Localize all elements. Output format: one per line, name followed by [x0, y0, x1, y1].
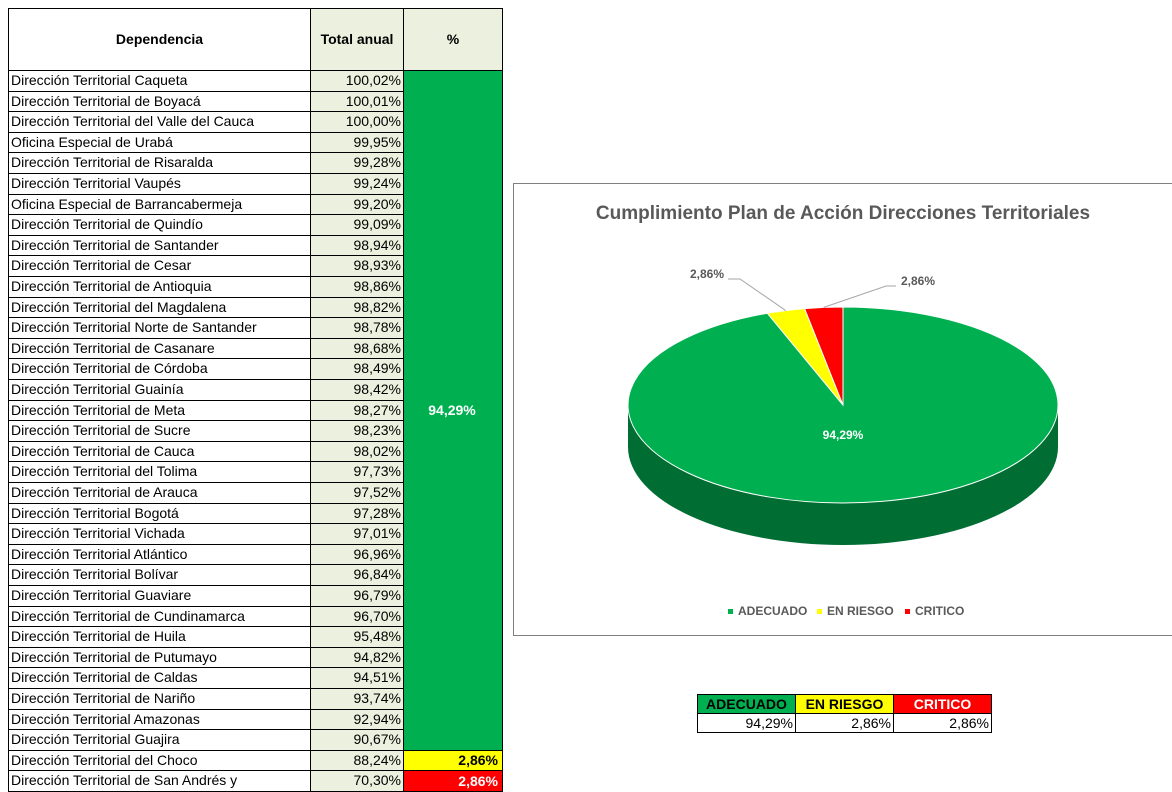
summary-value: 2,86% [795, 713, 894, 733]
value-cell: 88,24% [310, 750, 404, 772]
value-cell: 98,94% [310, 235, 404, 257]
value-cell: 97,52% [310, 482, 404, 504]
percent-cell: 2,86% [403, 770, 503, 792]
name-cell: Dirección Territorial Guaviare [8, 585, 311, 607]
summary-value: 94,29% [697, 713, 796, 733]
value-cell: 99,24% [310, 173, 404, 195]
name-cell: Dirección Territorial de Cundinamarca [8, 606, 311, 628]
value-cell: 93,74% [310, 688, 404, 710]
name-cell: Dirección Territorial del Tolima [8, 461, 311, 483]
name-cell: Dirección Territorial de Nariño [8, 688, 311, 710]
percent-cell: 94,29% [403, 70, 503, 751]
value-cell: 98,82% [310, 297, 404, 319]
value-cell: 92,94% [310, 709, 404, 731]
percent-cell: 2,86% [403, 750, 503, 772]
name-cell: Dirección Territorial del Valle del Cauc… [8, 111, 311, 133]
value-cell: 96,84% [310, 564, 404, 586]
name-cell: Dirección Territorial de Huila [8, 626, 311, 648]
value-cell: 100,02% [310, 70, 404, 92]
name-cell: Dirección Territorial Vaupés [8, 173, 311, 195]
legend-label: CRITICO [915, 604, 964, 618]
value-cell: 100,00% [310, 111, 404, 133]
name-cell: Dirección Territorial de Risaralda [8, 152, 311, 174]
name-cell: Dirección Territorial de San Andrés y [8, 770, 311, 792]
value-cell: 98,23% [310, 420, 404, 442]
value-cell: 96,96% [310, 544, 404, 566]
value-cell: 98,49% [310, 358, 404, 380]
value-cell: 96,70% [310, 606, 404, 628]
name-cell: Dirección Territorial Caqueta [8, 70, 311, 92]
summary-header: EN RIESGO [795, 694, 894, 714]
name-cell: Dirección Territorial de Sucre [8, 420, 311, 442]
value-cell: 99,20% [310, 194, 404, 216]
name-cell: Dirección Territorial Norte de Santander [8, 317, 311, 339]
value-cell: 90,67% [310, 729, 404, 751]
name-cell: Dirección Territorial de Putumayo [8, 647, 311, 669]
name-cell: Dirección Territorial de Casanare [8, 338, 311, 360]
value-cell: 98,68% [310, 338, 404, 360]
value-cell: 94,82% [310, 647, 404, 669]
legend-label: EN RIESGO [827, 604, 894, 618]
name-cell: Dirección Territorial Atlántico [8, 544, 311, 566]
name-cell: Dirección Territorial Bogotá [8, 503, 311, 525]
name-cell: Dirección Territorial de Cesar [8, 255, 311, 277]
value-cell: 98,02% [310, 441, 404, 463]
value-cell: 100,01% [310, 91, 404, 113]
name-cell: Dirección Territorial de Santander [8, 235, 311, 257]
pie-chart: Cumplimiento Plan de Acción Direcciones … [513, 183, 1172, 637]
value-cell: 97,73% [310, 461, 404, 483]
name-cell: Dirección Territorial de Córdoba [8, 358, 311, 380]
data-label: 2,86% [690, 267, 724, 281]
name-cell: Dirección Territorial de Boyacá [8, 91, 311, 113]
value-cell: 95,48% [310, 626, 404, 648]
name-cell: Dirección Territorial del Choco [8, 750, 311, 772]
name-cell: Dirección Territorial Amazonas [8, 709, 311, 731]
name-cell: Oficina Especial de Barrancabermeja [8, 194, 311, 216]
value-cell: 97,28% [310, 503, 404, 525]
header-cell: Dependencia [8, 8, 311, 71]
legend-label: ADECUADO [738, 604, 807, 618]
legend-swatch [905, 609, 910, 614]
name-cell: Dirección Territorial del Magdalena [8, 297, 311, 319]
value-cell: 70,30% [310, 770, 404, 792]
value-cell: 99,09% [310, 214, 404, 236]
value-cell: 99,28% [310, 152, 404, 174]
name-cell: Dirección Territorial Bolívar [8, 564, 311, 586]
name-cell: Dirección Territorial de Quindío [8, 214, 311, 236]
name-cell: Oficina Especial de Urabá [8, 132, 311, 154]
name-cell: Dirección Territorial Vichada [8, 523, 311, 545]
name-cell: Dirección Territorial de Cauca [8, 441, 311, 463]
header-cell: Total anual [310, 8, 404, 71]
legend-swatch [817, 609, 822, 614]
legend-swatch [728, 609, 733, 614]
value-cell: 99,95% [310, 132, 404, 154]
summary-header: CRITICO [893, 694, 992, 714]
value-cell: 96,79% [310, 585, 404, 607]
summary-value: 2,86% [893, 713, 992, 733]
value-cell: 94,51% [310, 667, 404, 689]
name-cell: Dirección Territorial Guajira [8, 729, 311, 751]
value-cell: 97,01% [310, 523, 404, 545]
name-cell: Dirección Territorial de Antioquia [8, 276, 311, 298]
name-cell: Dirección Territorial de Caldas [8, 667, 311, 689]
value-cell: 98,86% [310, 276, 404, 298]
data-label: 2,86% [901, 274, 935, 288]
chart-title: Cumplimiento Plan de Acción Direcciones … [596, 203, 1090, 224]
value-cell: 98,42% [310, 379, 404, 401]
value-cell: 98,27% [310, 400, 404, 422]
header-cell: % [403, 8, 503, 71]
name-cell: Dirección Territorial de Meta [8, 400, 311, 422]
name-cell: Dirección Territorial de Arauca [8, 482, 311, 504]
value-cell: 98,78% [310, 317, 404, 339]
name-cell: Dirección Territorial Guainía [8, 379, 311, 401]
data-label: 94,29% [823, 428, 864, 442]
summary-header: ADECUADO [697, 694, 796, 714]
value-cell: 98,93% [310, 255, 404, 277]
